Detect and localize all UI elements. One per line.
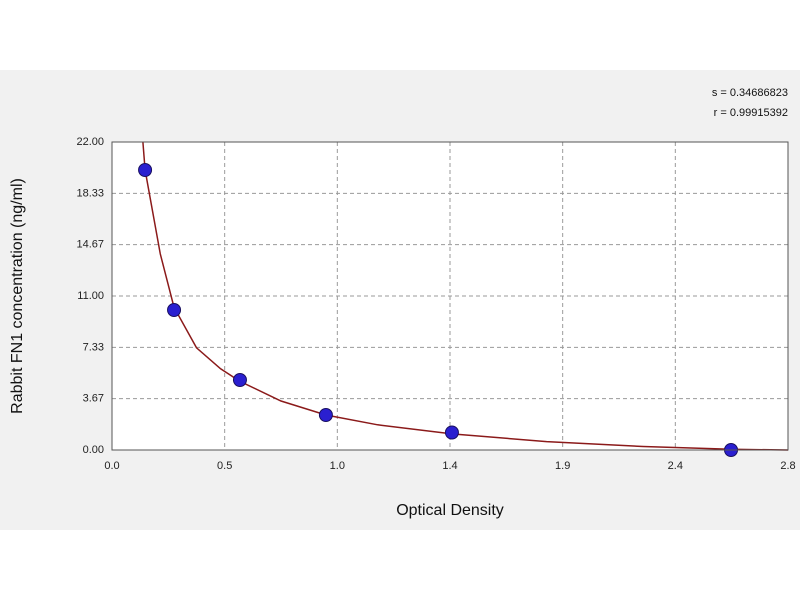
y-tick-label: 18.33: [76, 187, 104, 199]
fit-curve: [142, 141, 789, 451]
annotation: r = 0.99915392: [714, 107, 788, 119]
x-tick-label: 2.4: [668, 460, 683, 472]
x-tick-label: 2.8: [780, 460, 795, 472]
y-tick-label: 11.00: [77, 290, 104, 302]
plot-border: [111, 141, 789, 451]
y-tick-label: 22.00: [76, 136, 104, 148]
data-point: [318, 408, 333, 422]
annotation: s = 0.34686823: [712, 87, 788, 99]
x-tick-label: 0.0: [104, 460, 119, 472]
x-tick-label: 0.5: [217, 460, 232, 472]
x-tick-label: 1.0: [330, 460, 345, 472]
y-tick-label: 14.67: [76, 239, 104, 251]
y-tick-label: 0.00: [83, 444, 104, 456]
data-point: [444, 425, 459, 440]
x-axis-title: Optical Density: [396, 502, 504, 519]
data-point: [232, 373, 247, 387]
data-point: [138, 163, 153, 177]
x-tick-label: 1.9: [555, 460, 570, 472]
y-tick-label: 3.67: [83, 393, 104, 405]
x-tick-label: 1.4: [442, 460, 457, 472]
y-tick-label: 7.33: [83, 341, 104, 353]
y-axis-title: Rabbit FN1 concentration (ng/ml): [9, 178, 26, 414]
data-point: [167, 303, 182, 317]
